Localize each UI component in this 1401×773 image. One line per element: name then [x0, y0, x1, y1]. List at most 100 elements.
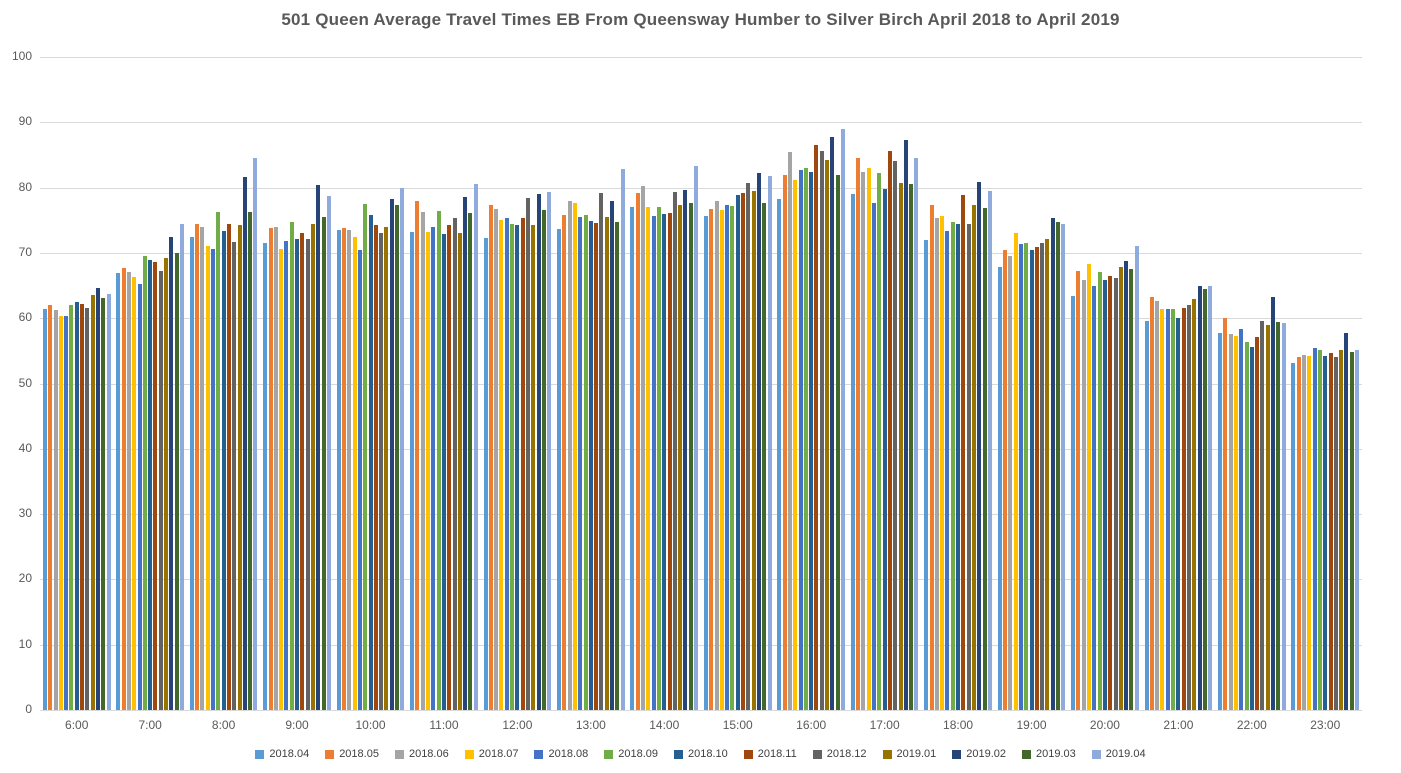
bar-2018.07-14:00: [646, 206, 651, 710]
bar-2018.09-15:00: [730, 205, 735, 710]
bar-2018.04-12:00: [483, 237, 488, 710]
bar-2018.10-23:00: [1323, 356, 1328, 710]
x-tick-label: 21:00: [1163, 718, 1194, 732]
x-tick-label: 13:00: [575, 718, 606, 732]
bar-2018.11-23:00: [1328, 353, 1333, 710]
bar-2018.05-11:00: [415, 201, 420, 710]
legend-item-2018.08: 2018.08: [534, 748, 588, 760]
bar-2018.10-20:00: [1102, 279, 1107, 710]
bar-2019.03-13:00: [615, 222, 620, 710]
bar-2019.01-8:00: [237, 225, 242, 710]
bar-2018.10-15:00: [735, 194, 740, 710]
bar-2019.03-8:00: [248, 211, 253, 710]
bar-2018.09-19:00: [1024, 243, 1029, 710]
bar-2019.02-12:00: [536, 194, 541, 710]
gridline: [40, 318, 1362, 320]
bar-2019.04-23:00: [1355, 349, 1360, 710]
bar-2019.04-19:00: [1061, 224, 1066, 710]
bar-2019.03-21:00: [1202, 289, 1207, 710]
x-tick-label: 19:00: [1016, 718, 1047, 732]
bar-2019.01-22:00: [1265, 325, 1270, 710]
bar-2018.05-23:00: [1296, 357, 1301, 710]
bar-2018.05-14:00: [635, 192, 640, 710]
bar-2019.01-23:00: [1339, 350, 1344, 710]
y-tick-label: 0: [25, 702, 32, 716]
bar-2018.06-23:00: [1302, 355, 1307, 710]
bar-2019.03-19:00: [1056, 222, 1060, 710]
legend-item-2018.05: 2018.05: [325, 748, 379, 760]
bar-2018.04-21:00: [1144, 320, 1149, 710]
gridline: [40, 57, 1362, 58]
bar-2019.03-15:00: [762, 202, 767, 710]
bar-2018.09-12:00: [510, 224, 515, 710]
gridline: [40, 644, 1362, 646]
legend-item-2018.12: 2018.12: [812, 748, 867, 760]
bar-2019.02-20:00: [1124, 260, 1129, 710]
bar-2019.03-16:00: [835, 174, 840, 710]
gridline: [40, 122, 1362, 124]
x-tick-label: 22:00: [1236, 718, 1267, 732]
bar-2018.08-12:00: [504, 218, 509, 710]
bar-2019.01-11:00: [457, 233, 462, 710]
bar-2019.02-22:00: [1271, 296, 1276, 710]
x-tick-label: 23:00: [1310, 718, 1341, 732]
bar-2018.12-8:00: [232, 242, 237, 710]
bar-2018.11-8:00: [226, 224, 231, 710]
bar-2018.11-7:00: [153, 262, 158, 710]
legend-item-2018.09: 2018.09: [604, 748, 658, 760]
bar-2019.03-23:00: [1349, 351, 1354, 710]
bar-2018.06-6:00: [53, 310, 58, 710]
bar-2018.10-12:00: [515, 225, 520, 710]
legend-label: 2018.10: [688, 748, 728, 760]
bar-2018.11-6:00: [80, 303, 85, 710]
bar-2018.12-15:00: [746, 183, 751, 710]
bar-2018.04-19:00: [997, 266, 1002, 710]
bar-2018.09-9:00: [289, 222, 294, 710]
bar-2018.11-16:00: [814, 144, 819, 710]
bar-2019.02-23:00: [1344, 333, 1349, 710]
bar-2018.11-18:00: [961, 195, 966, 710]
x-tick-label: 18:00: [943, 718, 974, 732]
bar-2019.02-17:00: [903, 139, 908, 710]
bar-2018.10-13:00: [588, 220, 593, 710]
bar-2019.04-17:00: [914, 157, 919, 710]
legend-label: 2019.02: [966, 748, 1007, 760]
legend-swatch-icon: [743, 749, 753, 759]
bar-2018.07-8:00: [205, 245, 210, 710]
legend-label: 2018.04: [269, 748, 310, 760]
legend: 2018.04 2018.05 2018.06 2018.07 2018.08 2018.…: [0, 748, 1401, 760]
bar-2018.06-21:00: [1155, 300, 1160, 710]
bar-2018.12-16:00: [819, 151, 824, 710]
bar-2018.06-15:00: [714, 200, 719, 710]
bar-2018.10-19:00: [1029, 250, 1034, 710]
bar-2018.11-19:00: [1034, 247, 1039, 710]
x-tick-label: 15:00: [722, 718, 753, 732]
y-tick-label: 80: [18, 179, 32, 194]
bar-2018.07-9:00: [279, 248, 284, 710]
bar-2018.11-13:00: [594, 222, 599, 710]
x-tick-label: 6:00: [65, 718, 89, 732]
bar-2018.10-22:00: [1249, 346, 1254, 710]
legend-swatch-icon: [255, 749, 265, 759]
bar-2018.10-8:00: [221, 231, 226, 710]
x-tick-label: 14:00: [649, 718, 680, 732]
bar-2018.04-9:00: [263, 243, 268, 710]
legend-item-2019.02: 2019.02: [952, 748, 1006, 760]
bar-2018.08-16:00: [798, 169, 803, 710]
bar-2018.11-20:00: [1108, 275, 1113, 710]
bar-2019.04-7:00: [179, 224, 184, 710]
bar-2018.08-11:00: [431, 226, 436, 710]
legend-swatch-icon: [1091, 749, 1101, 759]
gridline: [40, 252, 1362, 254]
bar-2018.05-19:00: [1003, 249, 1007, 710]
bar-2018.08-15:00: [725, 204, 730, 710]
bar-2018.04-11:00: [410, 232, 415, 710]
bar-2018.07-7:00: [132, 277, 137, 710]
bar-2018.12-17:00: [893, 160, 898, 710]
bar-2019.02-8:00: [242, 177, 247, 710]
bar-2018.09-20:00: [1097, 271, 1102, 710]
bar-2018.08-18:00: [945, 231, 950, 710]
bar-2019.01-16:00: [825, 160, 830, 710]
bar-2018.08-17:00: [872, 203, 876, 710]
